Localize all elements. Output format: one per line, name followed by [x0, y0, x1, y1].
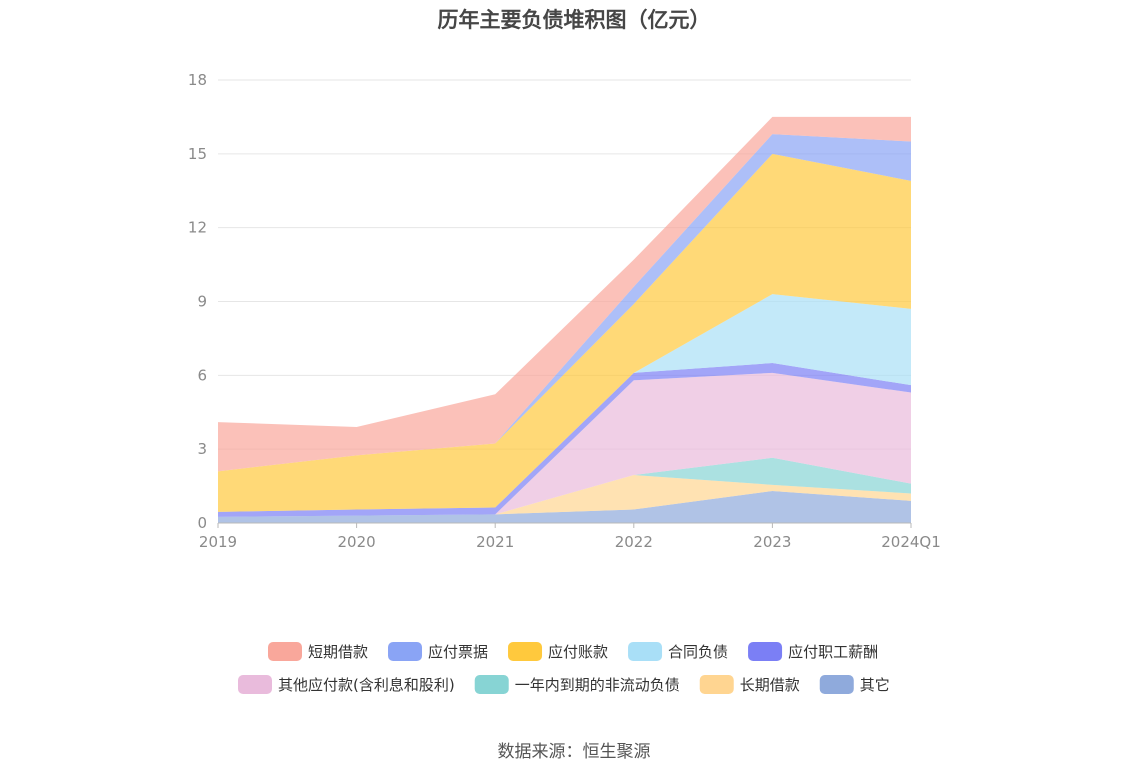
- area-series: [218, 363, 911, 517]
- legend-swatch: [474, 675, 509, 694]
- legend-swatch: [388, 642, 423, 661]
- legend-label: 其它: [860, 676, 890, 694]
- y-tick-label: 3: [197, 440, 207, 458]
- legend-swatch: [748, 642, 783, 661]
- source-note: 数据来源：恒生聚源: [497, 742, 651, 762]
- x-tick-label: 2022: [615, 533, 653, 551]
- x-tick-label: 2023: [753, 533, 791, 551]
- y-tick-label: 18: [188, 71, 207, 89]
- legend-label: 应付账款: [548, 643, 608, 661]
- y-tick-label: 12: [188, 219, 207, 237]
- y-tick-label: 15: [188, 145, 207, 163]
- area-series: [218, 294, 911, 512]
- legend-swatch: [508, 642, 543, 661]
- area-series: [218, 457, 911, 517]
- area-series: [218, 491, 911, 523]
- legend-swatch: [699, 675, 734, 694]
- y-tick-label: 6: [197, 366, 207, 384]
- legend-label: 其他应付款(含利息和股利): [278, 676, 455, 694]
- legend-label: 一年内到期的非流动负债: [515, 676, 680, 694]
- legend-label: 长期借款: [740, 676, 800, 694]
- legend-swatch: [819, 675, 854, 694]
- x-tick-label: 2021: [476, 533, 514, 551]
- axes: 0 3 6 9 12 15 18 2019 2020 2021 2022 2023 2024Q1: [188, 71, 941, 551]
- legend-label: 合同负债: [668, 643, 728, 661]
- area-series: [218, 475, 911, 517]
- legend-swatch: [238, 675, 272, 694]
- legend-label: 应付职工薪酬: [788, 643, 878, 661]
- chart-title: 历年主要负债堆积图（亿元）: [437, 8, 711, 32]
- legend-label: 短期借款: [308, 643, 368, 661]
- y-tick-label: 0: [197, 514, 207, 532]
- legend-swatch: [268, 642, 302, 661]
- area-series: [218, 153, 911, 512]
- area-series: [218, 372, 911, 517]
- x-tick-label: 2024Q1: [881, 533, 941, 551]
- stacked-areas: [218, 116, 911, 523]
- legend-label: 应付票据: [428, 643, 488, 661]
- x-tick-label: 2020: [338, 533, 376, 551]
- area-series: [218, 116, 911, 472]
- y-tick-label: 9: [197, 293, 207, 311]
- x-tick-label: 2019: [199, 533, 237, 551]
- legend-swatch: [628, 642, 663, 661]
